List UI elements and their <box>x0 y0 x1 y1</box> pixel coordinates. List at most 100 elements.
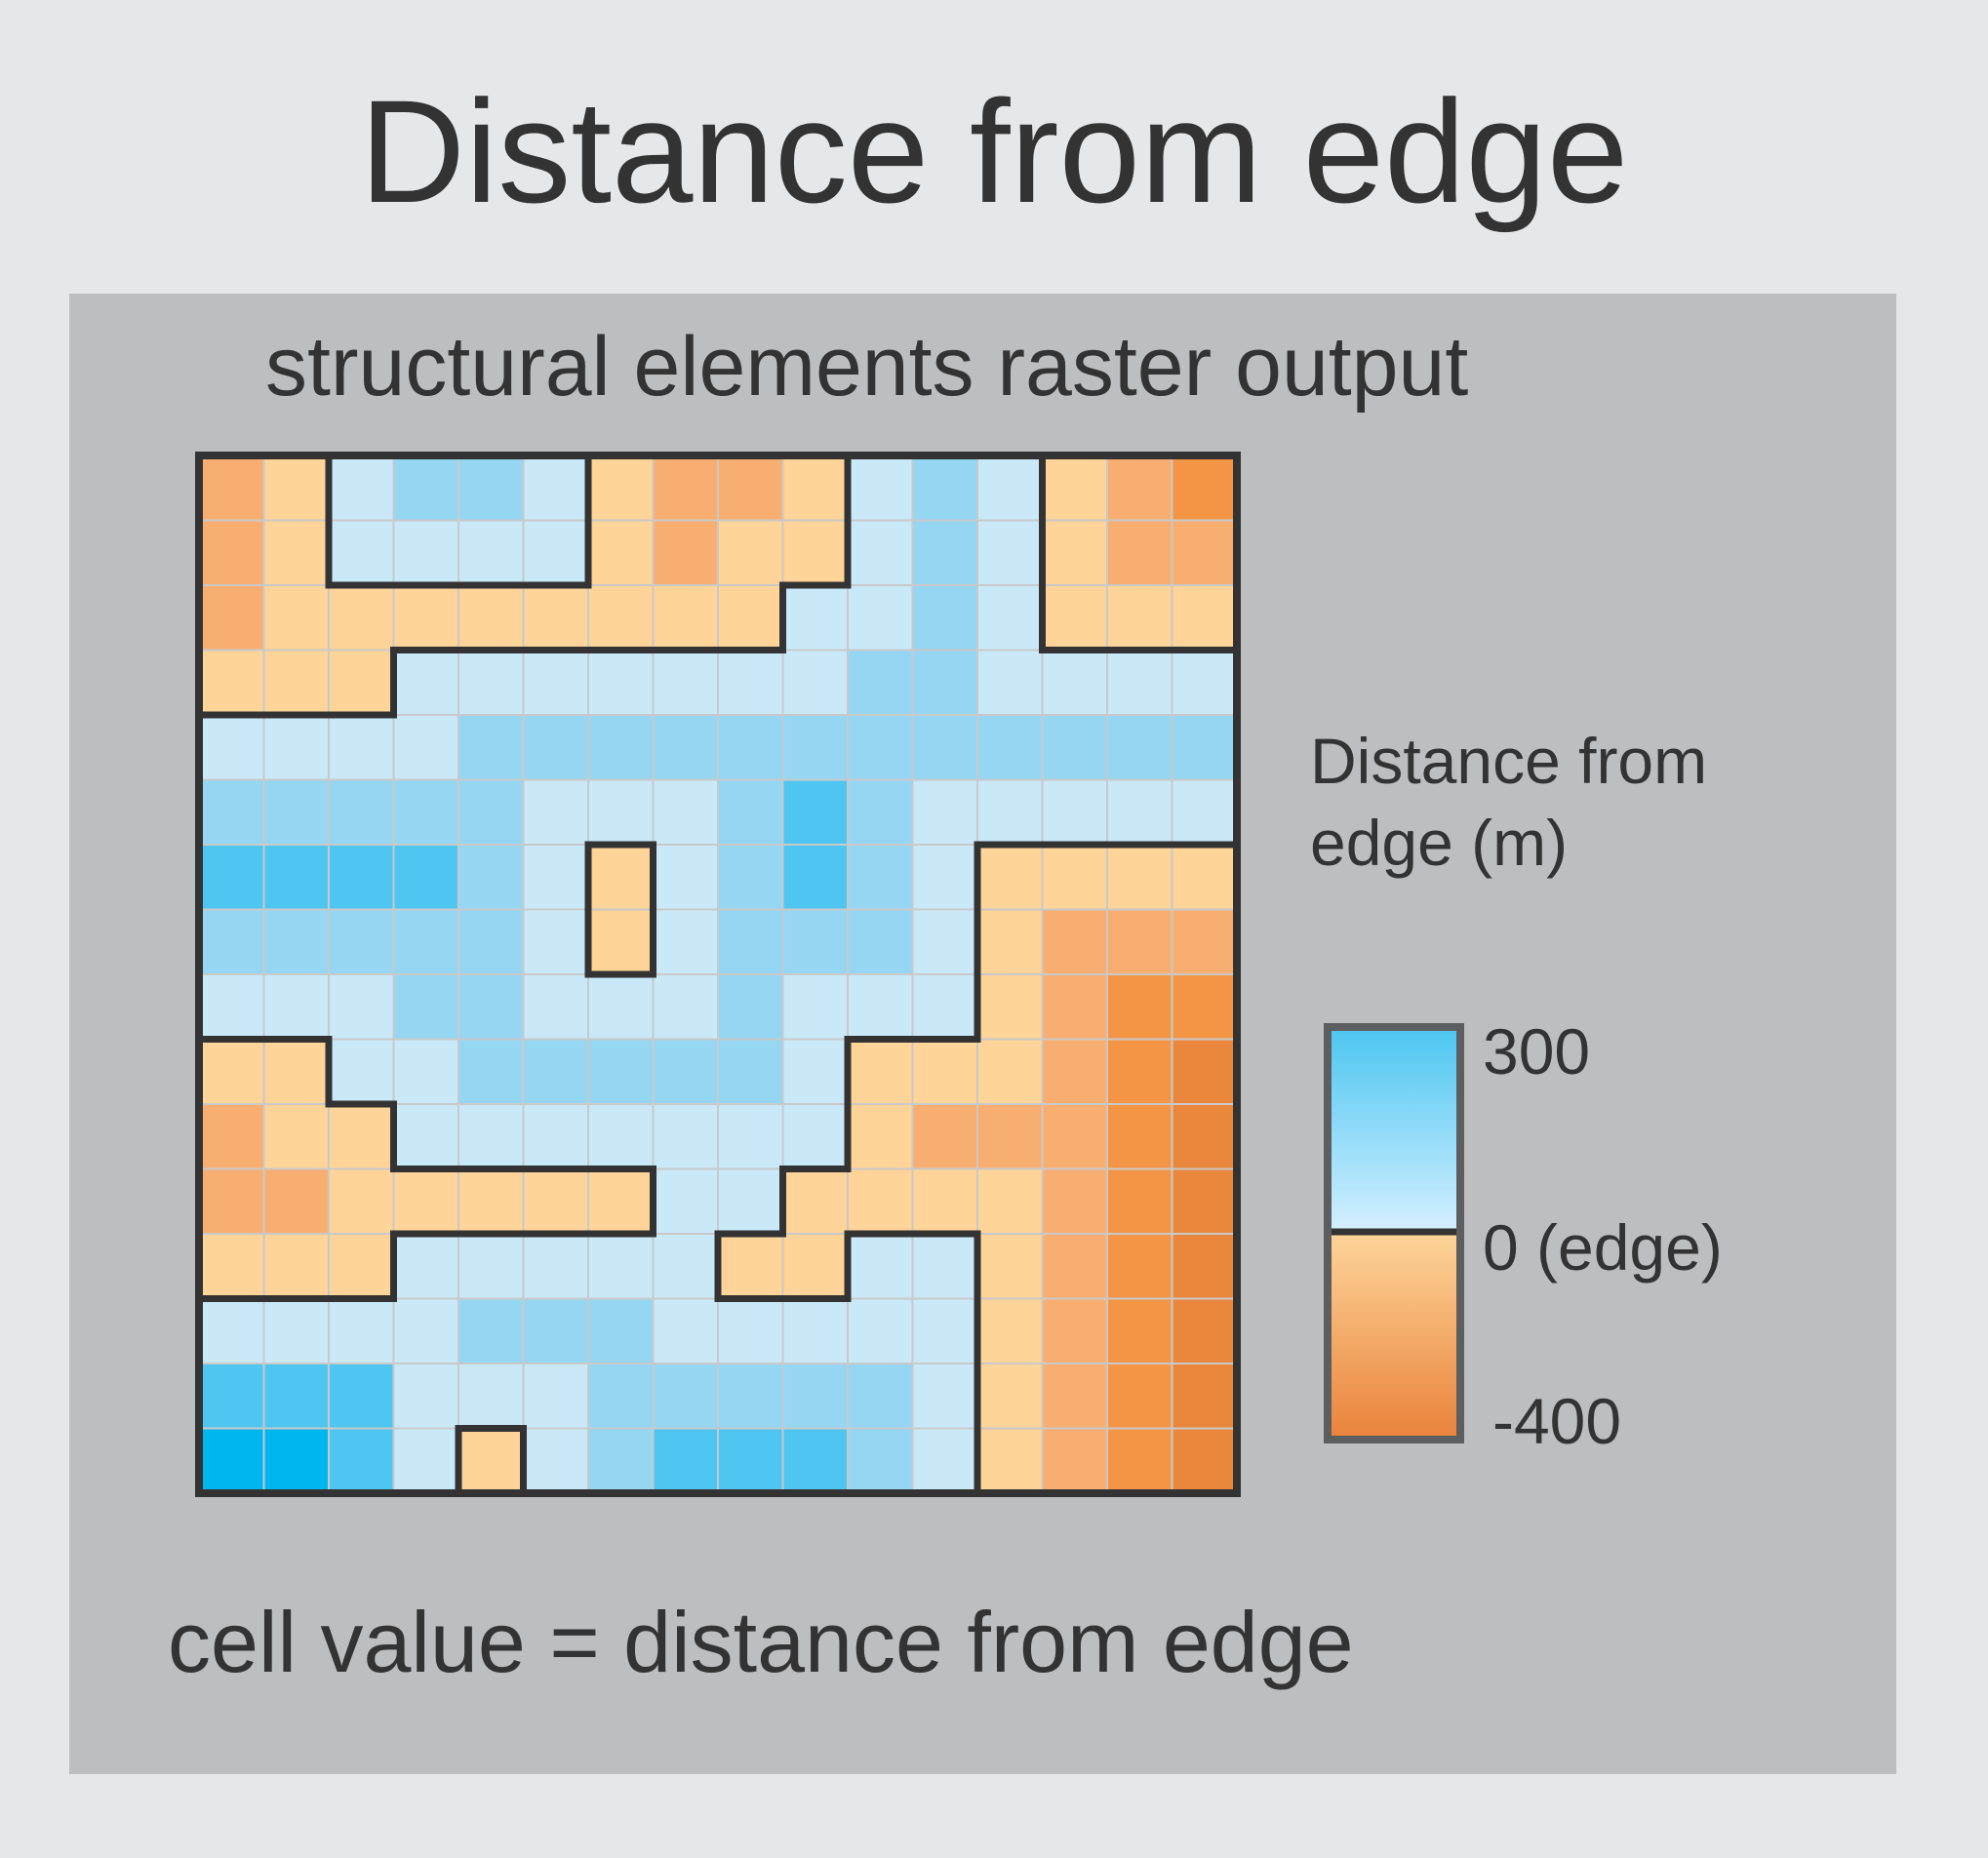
raster-cell <box>782 845 848 910</box>
raster-cell <box>1107 1298 1173 1364</box>
raster-cell <box>653 779 718 845</box>
raster-cell <box>1172 845 1237 910</box>
raster-cell <box>263 650 329 715</box>
raster-cell <box>1107 845 1173 910</box>
raster-cell <box>782 909 848 974</box>
raster-cell <box>782 1298 848 1364</box>
raster-cell <box>588 650 654 715</box>
raster-cell <box>329 779 394 845</box>
raster-cell <box>393 845 458 910</box>
raster-cell <box>199 1234 264 1299</box>
raster-cell <box>653 1298 718 1364</box>
raster-cell <box>329 520 394 585</box>
raster-cell <box>912 1234 977 1299</box>
raster-cell <box>1172 650 1237 715</box>
raster-cell <box>329 455 394 521</box>
raster-cell <box>718 1039 783 1104</box>
legend-mid-label: 0 (edge) <box>1483 1211 1723 1284</box>
raster-cell <box>1042 909 1107 974</box>
raster-cell <box>393 715 458 780</box>
raster-cell <box>977 1364 1043 1429</box>
raster-cell <box>1107 1234 1173 1299</box>
raster-cell <box>263 845 329 910</box>
raster-cell <box>329 845 394 910</box>
raster-cell <box>458 845 524 910</box>
raster-cell <box>977 1298 1043 1364</box>
raster-cell <box>977 1104 1043 1169</box>
raster-cell <box>588 779 654 845</box>
raster-cell <box>199 1428 264 1493</box>
raster-cell <box>458 909 524 974</box>
raster-cell <box>1172 715 1237 780</box>
raster-cell <box>653 455 718 521</box>
raster-cell <box>653 1039 718 1104</box>
raster-cell <box>912 909 977 974</box>
raster-cell <box>1172 1428 1237 1493</box>
raster-cell <box>718 1298 783 1364</box>
raster-cell <box>393 779 458 845</box>
raster-cell <box>1107 585 1173 651</box>
raster-cell <box>977 715 1043 780</box>
raster-cell <box>1172 1364 1237 1429</box>
raster-cell <box>977 779 1043 845</box>
raster-cell <box>588 845 654 910</box>
raster-cell <box>912 974 977 1040</box>
raster-cell <box>523 585 588 651</box>
raster-cell <box>458 1104 524 1169</box>
raster-cell <box>1042 1104 1107 1169</box>
raster-cell <box>1107 1104 1173 1169</box>
raster-cell <box>523 715 588 780</box>
raster-cell <box>848 455 913 521</box>
raster-cell <box>782 1104 848 1169</box>
raster-cell <box>1172 1234 1237 1299</box>
raster-cell <box>393 455 458 521</box>
raster-cell <box>977 974 1043 1040</box>
raster-cell <box>782 1428 848 1493</box>
raster-cell <box>263 974 329 1040</box>
legend-frame <box>1324 1023 1464 1443</box>
raster-cell <box>912 715 977 780</box>
raster-cell <box>718 909 783 974</box>
raster-cell <box>653 1428 718 1493</box>
raster-cell <box>458 1168 524 1234</box>
raster-cell <box>199 779 264 845</box>
raster-cell <box>1107 779 1173 845</box>
raster-cell <box>653 650 718 715</box>
raster-cell <box>912 455 977 521</box>
raster-cell <box>653 845 718 910</box>
raster-cell <box>848 715 913 780</box>
raster-cell <box>458 520 524 585</box>
raster-cell <box>523 520 588 585</box>
raster-cell <box>523 1104 588 1169</box>
raster-cell <box>393 1168 458 1234</box>
raster-cell <box>393 974 458 1040</box>
raster-cell <box>1042 845 1107 910</box>
raster-cell <box>329 974 394 1040</box>
raster-cell <box>329 1234 394 1299</box>
raster-cell <box>1107 520 1173 585</box>
raster-cell <box>263 455 329 521</box>
raster-cell <box>458 1364 524 1429</box>
raster-cell <box>263 779 329 845</box>
raster-cell <box>523 909 588 974</box>
raster-cell <box>263 1364 329 1429</box>
raster-cell <box>912 1168 977 1234</box>
raster-cell <box>912 650 977 715</box>
raster-cell <box>912 845 977 910</box>
raster-cell <box>718 779 783 845</box>
raster-cell <box>199 1298 264 1364</box>
raster-cell <box>653 585 718 651</box>
raster-cell <box>588 909 654 974</box>
raster-cell <box>653 1168 718 1234</box>
raster-cell <box>782 1039 848 1104</box>
raster-cell <box>523 1234 588 1299</box>
raster-cell <box>199 845 264 910</box>
raster-cell <box>458 1428 524 1493</box>
legend-title-line-2: edge (m) <box>1310 807 1569 880</box>
raster-cell <box>718 1104 783 1169</box>
raster-cell <box>718 455 783 521</box>
raster-cell <box>782 1364 848 1429</box>
raster-cell <box>977 585 1043 651</box>
raster-cell <box>848 650 913 715</box>
